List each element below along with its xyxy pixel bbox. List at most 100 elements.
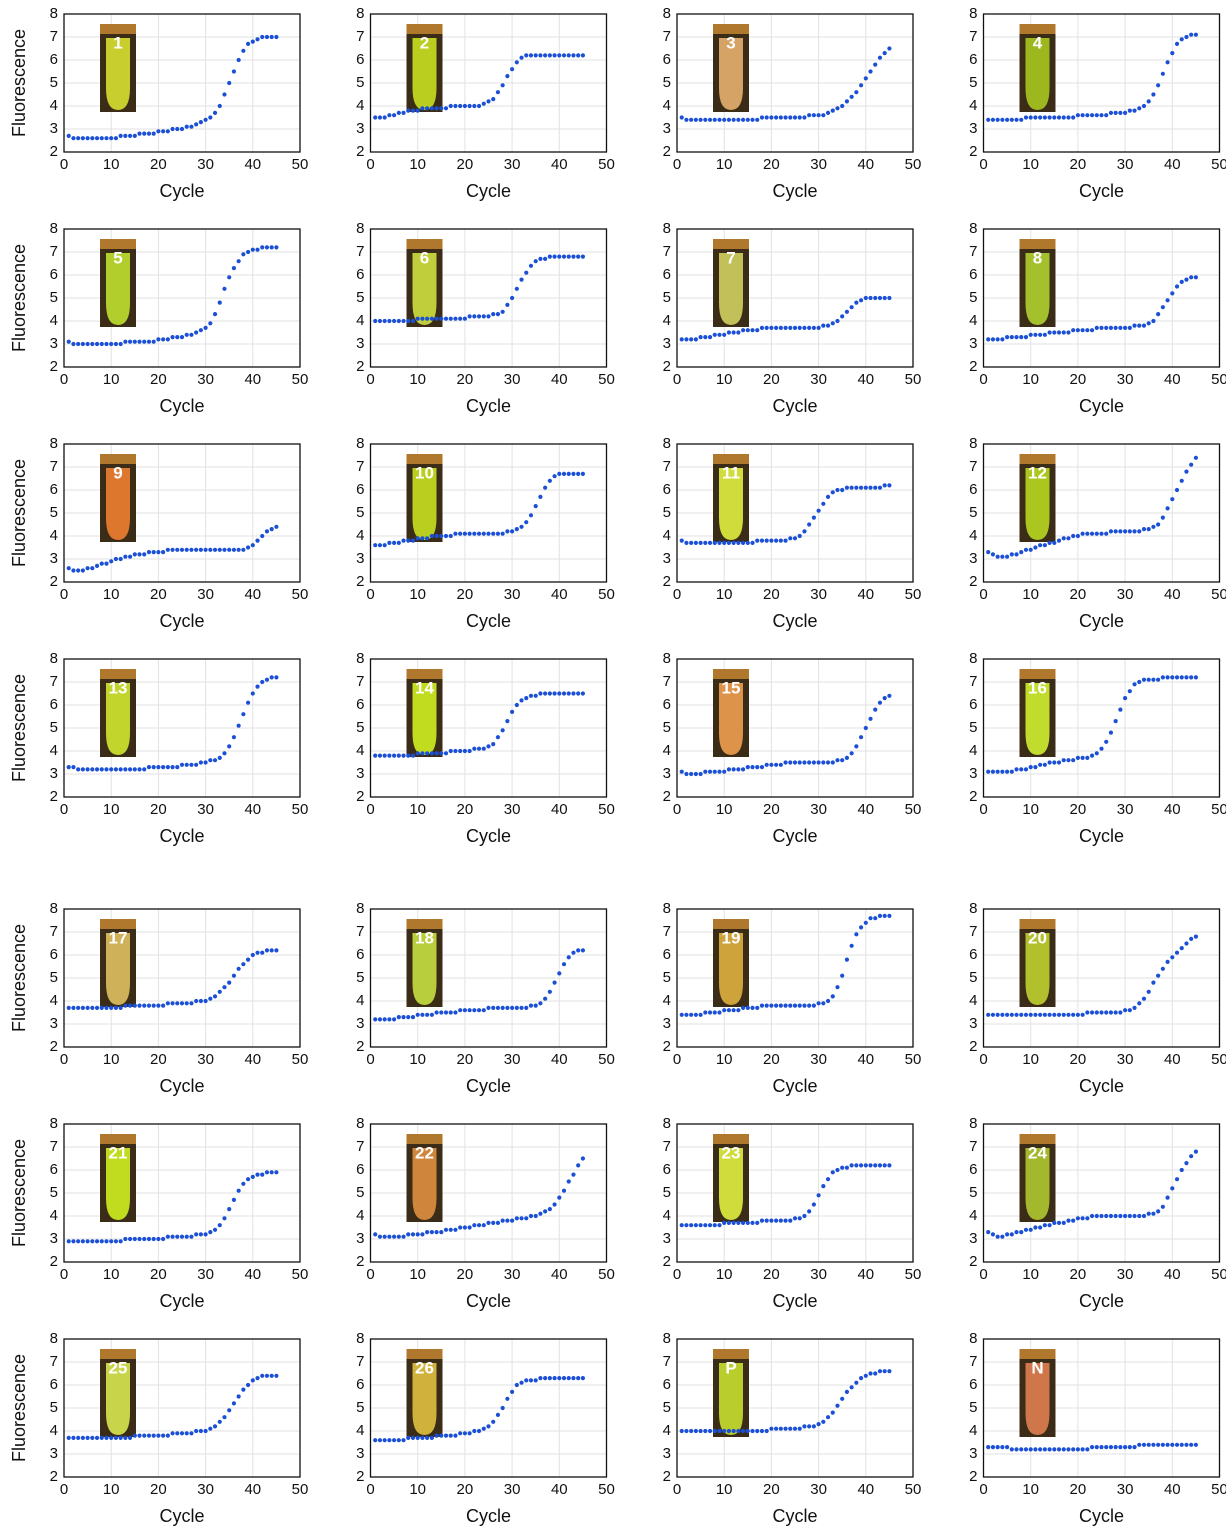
data-point [415,108,420,113]
data-point [1047,1223,1052,1228]
data-point [528,513,534,518]
data-point [481,314,486,319]
data-point [250,543,255,548]
x-tick-label: 0 [366,371,374,388]
x-tick-label: 50 [905,371,922,388]
data-point [1160,305,1165,310]
data-point [80,1239,85,1244]
data-point [387,540,392,546]
y-tick-label: 3 [50,1230,58,1247]
data-point [90,341,95,347]
data-point [406,108,411,113]
data-point [156,765,161,770]
tube-label: P [725,1358,736,1377]
data-point [1113,110,1118,115]
data-point [519,698,524,703]
y-tick-label: 8 [969,5,977,22]
data-point [260,34,265,40]
y-tick-label: 3 [663,1445,671,1462]
data-point [509,1005,515,1011]
x-tick-label: 40 [857,1481,874,1498]
data-point [825,760,831,765]
x-tick-label: 30 [810,1481,827,1498]
plot-frame [63,908,301,1048]
data-point [1193,455,1198,460]
data-point [868,295,873,301]
data-point [868,916,873,921]
data-point [986,1012,991,1017]
data-point [118,341,123,347]
x-tick-label: 40 [551,1051,568,1068]
data-point [1066,758,1071,763]
y-tick-label: 6 [969,1161,977,1178]
data-point [571,1172,576,1177]
data-point [561,53,567,58]
x-tick-label: 50 [1211,156,1226,173]
data-point [392,540,397,546]
y-tick-label: 6 [969,481,977,498]
tube-label: 8 [1033,248,1042,267]
x-tick-label: 20 [1070,1266,1087,1283]
data-point [212,110,218,115]
data-point [227,744,232,749]
data-point [1160,71,1165,76]
data-point [1000,337,1005,342]
data-point [774,1218,779,1223]
x-tick-label: 10 [1022,371,1039,388]
data-point [882,1369,887,1374]
data-point [561,471,567,476]
data-point [1165,298,1170,303]
x-axis-title: Cycle [772,826,817,846]
data-point [816,760,821,765]
data-point [1042,543,1047,548]
tube-label: 4 [1033,33,1043,52]
data-point [1141,677,1147,682]
y-tick-label: 8 [50,900,58,917]
data-point [887,483,892,488]
data-point [566,955,571,960]
y-tick-label: 5 [356,1399,364,1416]
x-tick-label: 30 [810,586,827,603]
x-tick-label: 30 [810,801,827,818]
data-point [1123,696,1128,701]
x-axis-title: Cycle [1079,1506,1124,1526]
x-tick-label: 20 [1070,801,1087,818]
data-point [1094,751,1099,756]
data-point [1028,1227,1033,1232]
x-tick-label: 30 [1117,156,1134,173]
data-point [170,1234,175,1239]
data-point [797,115,802,120]
data-point [552,980,557,985]
data-point [156,337,161,342]
data-point [113,341,119,347]
data-point [990,337,996,342]
data-point [854,744,859,749]
data-point [788,115,793,120]
data-point [462,1431,467,1436]
data-point [844,309,850,314]
x-tick-label: 20 [457,586,474,603]
data-point [151,1003,156,1008]
data-point [1005,1232,1010,1237]
data-point [995,117,1000,122]
data-point [212,1227,218,1232]
data-point [764,325,769,330]
data-point [66,566,71,571]
data-point [179,547,185,552]
data-point [877,913,883,919]
data-point [165,1001,170,1006]
tube-cap [100,1349,136,1359]
data-point [250,247,255,252]
data-point [1047,115,1052,120]
data-point [783,1003,788,1008]
data-point [260,1172,265,1177]
x-tick-label: 30 [1117,1266,1134,1283]
data-point [778,1218,783,1223]
data-point [1193,275,1198,280]
data-point [467,1431,472,1436]
data-point [1123,110,1128,115]
